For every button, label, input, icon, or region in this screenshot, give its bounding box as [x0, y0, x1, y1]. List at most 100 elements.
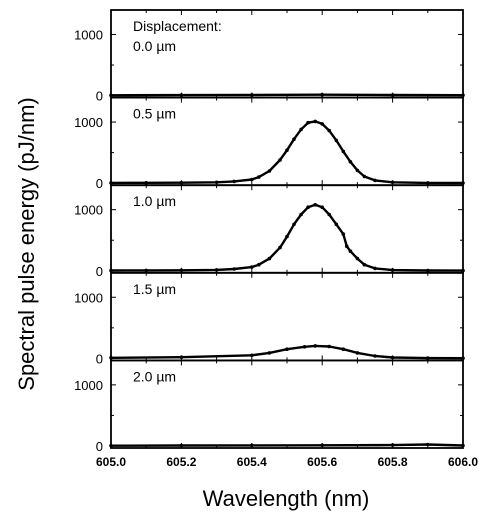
x-tick-label: 605.8 [378, 455, 408, 469]
data-point [179, 355, 184, 360]
data-point [214, 180, 219, 185]
data-point [292, 222, 296, 227]
panel-2: 0 1000 1.0 µm [74, 184, 465, 279]
data-point [109, 181, 113, 185]
data-point [144, 268, 148, 273]
y-tick-label: 0 [96, 89, 103, 104]
x-tick-label: 605.6 [307, 455, 337, 469]
x-tick-label: 605.4 [237, 455, 267, 469]
data-point [285, 148, 289, 152]
data-point [179, 93, 184, 97]
panel-label: 1.0 µm [133, 193, 176, 209]
data-point [179, 443, 184, 448]
data-point [390, 443, 395, 447]
data-point [461, 356, 465, 361]
data-point [373, 178, 377, 183]
data-point [390, 355, 395, 360]
data-point [257, 175, 261, 179]
x-tick-label: 605.2 [166, 455, 196, 469]
series-line [109, 120, 465, 185]
y-tick-label: 1000 [74, 27, 103, 42]
data-point [109, 268, 113, 273]
data-point [355, 351, 360, 355]
data-point [426, 268, 430, 273]
data-point [348, 249, 353, 253]
y-axis-title: Spectral pulse energy (pJ/nm) [14, 97, 39, 390]
data-point [341, 232, 346, 236]
data-point [362, 174, 367, 179]
data-point [285, 234, 289, 239]
y-tick-label: 0 [96, 439, 103, 454]
panel-label: Displacement: [133, 18, 222, 34]
data-point [109, 443, 113, 448]
data-point [334, 138, 339, 143]
data-point [278, 158, 282, 162]
panel-label: 0.0 µm [133, 38, 176, 54]
data-point [232, 267, 236, 271]
data-point [278, 245, 282, 250]
data-point [144, 181, 148, 185]
data-point [109, 356, 113, 360]
data-point [299, 127, 303, 132]
panel-label: 0.5 µm [133, 106, 176, 122]
y-tick-label: 1000 [74, 378, 103, 393]
data-point [390, 268, 395, 272]
data-point [426, 356, 430, 360]
x-tick-label: 605.0 [96, 455, 126, 469]
data-point [313, 203, 318, 207]
data-point [250, 177, 254, 182]
panel-3: 0 1000 1.5 µm [74, 271, 465, 366]
data-point [320, 92, 325, 97]
data-point [306, 120, 310, 125]
data-point [461, 181, 465, 185]
panel-label: 2.0 µm [133, 368, 176, 384]
y-tick-label: 1000 [74, 115, 103, 130]
data-point [345, 244, 349, 249]
data-point [302, 345, 307, 349]
data-point [320, 122, 325, 126]
data-point [327, 212, 332, 217]
data-point [355, 256, 360, 261]
data-point [214, 268, 219, 272]
data-point [320, 443, 325, 448]
data-point [390, 180, 395, 185]
data-point [292, 137, 296, 141]
panel-1: 0 1000 0.5 µm [74, 96, 465, 191]
y-tick-label: 1000 [74, 290, 103, 305]
panel-label: 1.5 µm [133, 281, 176, 297]
data-point [179, 268, 184, 273]
x-tick-label: 606.0 [448, 455, 478, 469]
data-point [461, 268, 465, 273]
series-line [109, 93, 465, 97]
x-axis-title: Wavelength (nm) [203, 486, 370, 511]
series-line [109, 443, 465, 447]
data-point [267, 169, 272, 173]
data-point [257, 262, 261, 267]
series-line [109, 344, 465, 360]
data-point [390, 93, 395, 97]
data-point [426, 181, 430, 185]
y-tick-label: 0 [96, 264, 103, 279]
data-point [179, 180, 184, 185]
data-point [348, 160, 353, 164]
data-point [341, 149, 346, 154]
data-point [250, 443, 254, 448]
data-point [426, 442, 430, 447]
data-point [313, 119, 318, 124]
panel-0: 0 1000 Displacement: 0.0 µm [74, 9, 465, 104]
y-tick-label: 1000 [74, 203, 103, 218]
data-point [232, 179, 236, 184]
data-point [285, 347, 289, 352]
data-point [250, 93, 254, 97]
data-point [373, 354, 377, 358]
panels: 0 1000 Displacement: 0.0 µm 0 1000 0.5 µm 0 1000… [74, 9, 478, 469]
data-point [250, 353, 254, 358]
data-point [250, 265, 254, 269]
data-point [327, 344, 332, 349]
data-point [341, 347, 346, 352]
data-point [306, 205, 310, 209]
y-tick-label: 0 [96, 351, 103, 366]
data-point [320, 205, 325, 209]
data-point [355, 168, 360, 173]
